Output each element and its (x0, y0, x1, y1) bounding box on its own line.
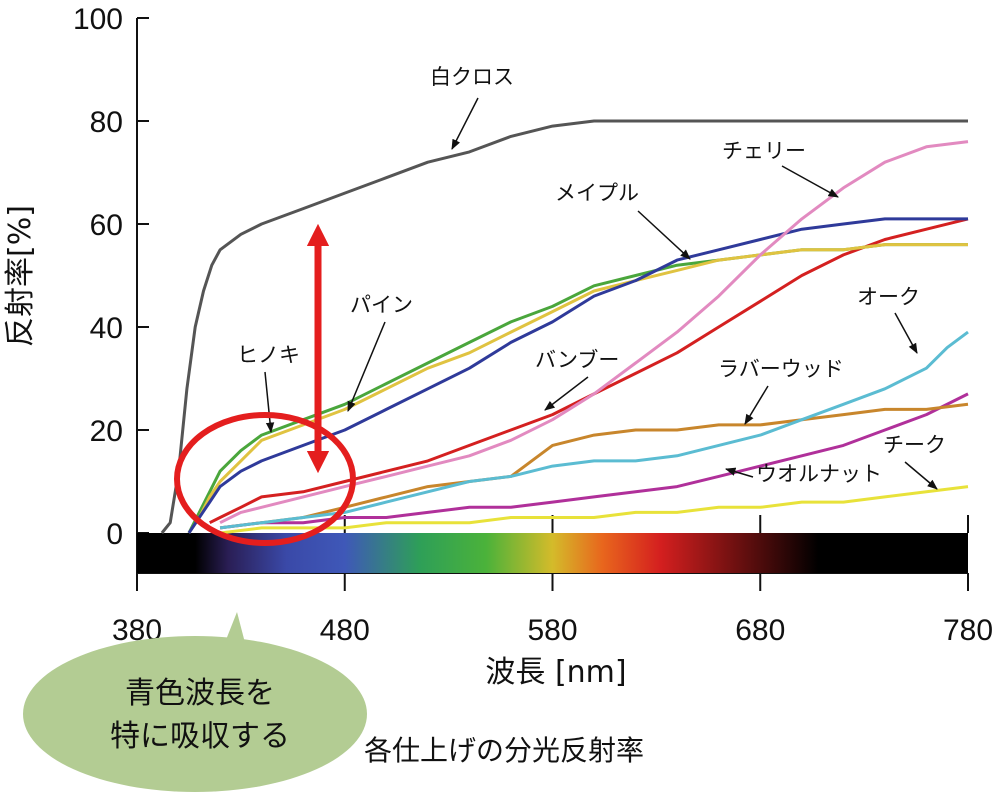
label-hinoki: ヒノキ (237, 343, 300, 367)
x-axis-title: 波長 [nm] (485, 655, 626, 690)
label-oak: オーク (857, 285, 920, 309)
pointer-pine (347, 321, 386, 412)
y-tick-label: 100 (73, 3, 123, 36)
series-line (209, 217, 969, 525)
x-tick-label: 680 (735, 614, 785, 647)
x-tick-label: 580 (527, 614, 577, 647)
series-lines (160, 119, 969, 535)
y-tick-label: 40 (90, 312, 123, 345)
spectrum-band (137, 533, 968, 573)
label-white-cloth: 白クロス (430, 65, 514, 89)
series-line (219, 330, 969, 530)
series-line (187, 217, 968, 534)
bubble-line-2: 特に吸収する (110, 719, 290, 754)
series-line (219, 392, 969, 530)
label-pine: パイン (350, 293, 413, 317)
series-line (187, 243, 968, 534)
label-cherry: チェリー (722, 139, 806, 163)
bubble-body (23, 636, 367, 792)
pointer-cherry (781, 165, 839, 198)
pointer-hinoki (264, 371, 275, 434)
pointer-oak (894, 312, 918, 354)
x-tick-label: 780 (943, 614, 993, 647)
x-tick-label: 480 (320, 614, 370, 647)
y-axis-title: 反射率[%] (3, 205, 38, 347)
pointer-rubberwood (744, 385, 769, 425)
y-tick-label: 80 (90, 106, 123, 139)
y-tick-label: 20 (90, 415, 123, 448)
series-line (160, 119, 968, 534)
bubble-line-1: 青色波長を (125, 676, 275, 711)
label-walnut: ウオルナット (756, 462, 882, 486)
blue-region-highlight-ellipse (174, 412, 356, 546)
y-ticks: 0 20 40 60 80 100 (73, 3, 149, 551)
y-tick-label: 0 (106, 518, 123, 551)
label-teak: チーク (883, 433, 946, 457)
label-bamboo: バンブー (535, 348, 619, 372)
pointer-white-cloth (451, 97, 479, 150)
pointer-teak (904, 461, 938, 490)
chart-caption: 各仕上げの分光反射率 (364, 734, 644, 767)
y-tick-label: 60 (90, 209, 123, 242)
label-rubberwood: ラバーウッド (718, 357, 844, 381)
series-line (219, 402, 969, 530)
axes (136, 18, 968, 574)
series-line (219, 485, 969, 535)
label-maple: メイプル (555, 181, 639, 205)
annotation-bubble: 青色波長を 特に吸収する (23, 612, 367, 792)
pointer-walnut (724, 467, 754, 478)
pointer-bamboo (544, 376, 589, 411)
series-labels: 白クロス チェリー メイプル パイン ヒノキ バンブー オーク ラバーウッド ウ… (237, 65, 946, 490)
pointer-maple (637, 210, 691, 260)
